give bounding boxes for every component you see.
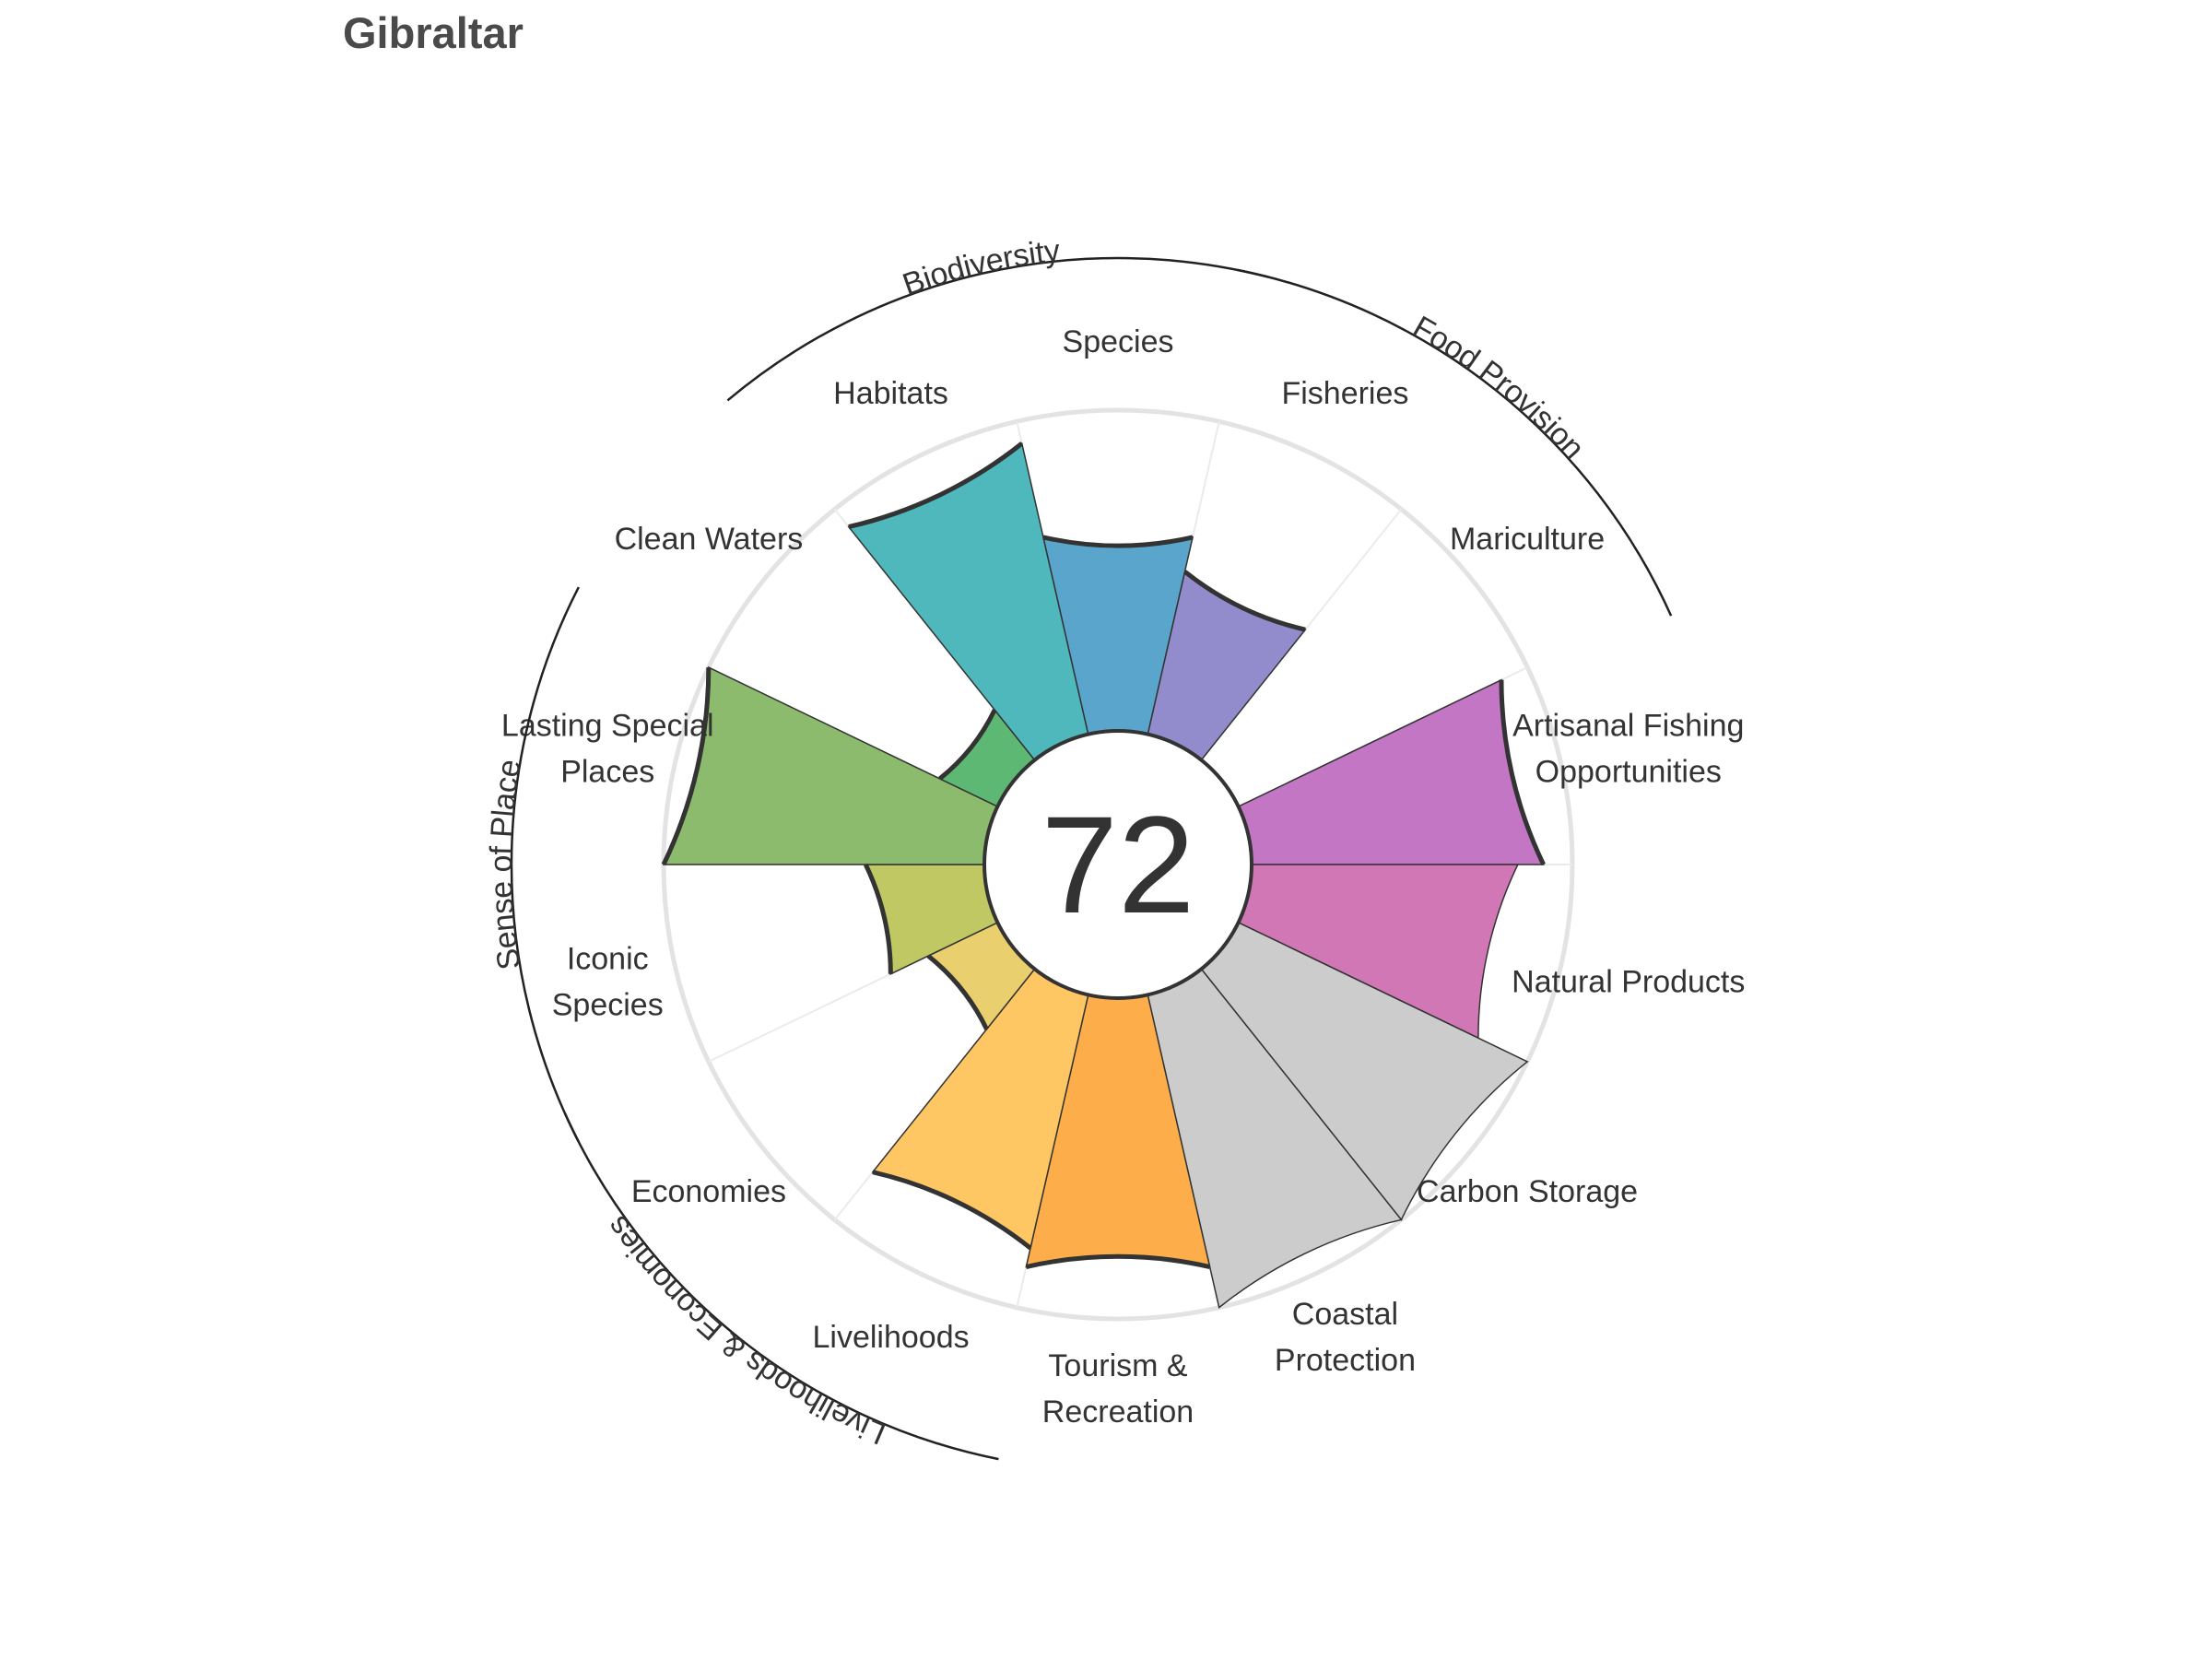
petal-arc-artisanal-fishing-opportunities	[1499, 679, 1546, 866]
petal-arc-economies	[926, 954, 989, 1030]
petal-arc-tourism-and-recreation	[1025, 1253, 1211, 1269]
group-label-sense-of-place: Sense of Place	[484, 757, 527, 971]
group-arc-biodiversity	[726, 256, 1269, 402]
group-arc-food-provision	[1237, 268, 1673, 617]
center-circle	[982, 729, 1253, 1000]
label-lasting-special-places: Lasting Special Places	[501, 709, 714, 790]
label-line: Habitats	[833, 376, 948, 411]
label-line: Species	[552, 987, 664, 1022]
label-natural-products: Natural Products	[1512, 964, 1745, 999]
group-arc-sense-of-place	[510, 586, 580, 1143]
petal-lasting-special-places	[662, 665, 999, 865]
label-line: Opportunities	[1535, 755, 1722, 790]
chart-title: Gibraltar	[343, 8, 524, 57]
label-line: Livelihoods	[812, 1320, 969, 1355]
petal-arc-habitats	[848, 441, 1024, 530]
group-label-biodiversity: Biodiversity	[899, 233, 1062, 302]
overall-score: 72	[1041, 787, 1195, 942]
label-line: Tourism &	[1048, 1348, 1187, 1383]
label-line: Recreation	[1042, 1394, 1194, 1430]
label-line: Lasting Special	[501, 709, 714, 744]
label-line: Mariculture	[1450, 522, 1605, 557]
label-economies: Economies	[631, 1174, 786, 1209]
label-fisheries: Fisheries	[1281, 376, 1408, 411]
label-line: Natural Products	[1512, 964, 1745, 999]
label-line: Carbon Storage	[1417, 1174, 1638, 1209]
petal-habitats	[847, 441, 1089, 761]
label-line: Species	[1063, 324, 1174, 359]
label-artisanal-fishing-opportunities: Artisanal Fishing Opportunities	[1512, 709, 1744, 790]
petal-arc-fisheries	[1182, 570, 1306, 632]
label-line: Protection	[1275, 1343, 1416, 1378]
petal-arc-species	[1042, 535, 1194, 548]
petal-arc-clean-waters	[938, 709, 997, 781]
petal-arc-lasting-special-places	[661, 667, 712, 866]
petal-outlines	[661, 441, 1546, 1269]
label-habitats: Habitats	[833, 376, 948, 411]
label-line: Artisanal Fishing	[1512, 709, 1744, 744]
label-tourism-and-recreation: Tourism & Recreation	[1042, 1348, 1194, 1430]
label-species: Species	[1063, 324, 1174, 359]
group-label-food-provision: Food Provision	[1407, 310, 1592, 466]
label-iconic-species: Iconic Species	[552, 941, 664, 1022]
label-line: Economies	[631, 1174, 786, 1209]
label-line: Coastal	[1292, 1297, 1398, 1332]
petal-labels: Fisheries Mariculture Artisanal Fishing Opp…	[501, 324, 1745, 1430]
label-line: Places	[560, 755, 654, 790]
petal-arc-livelihoods	[872, 1170, 1032, 1251]
label-coastal-protection: Coastal Protection	[1275, 1297, 1416, 1378]
label-line: Clean Waters	[615, 522, 804, 557]
group-arc-livelihoods-and-economies	[563, 1112, 999, 1461]
label-carbon-storage: Carbon Storage	[1417, 1174, 1638, 1209]
petal-artisanal-fishing-opportunities	[1237, 678, 1545, 865]
label-livelihoods: Livelihoods	[812, 1320, 969, 1355]
label-clean-waters: Clean Waters	[615, 522, 804, 557]
label-mariculture: Mariculture	[1450, 522, 1605, 557]
label-line: Iconic	[567, 941, 649, 976]
label-line: Fisheries	[1281, 376, 1408, 411]
petal-arc-iconic-species	[863, 863, 893, 974]
